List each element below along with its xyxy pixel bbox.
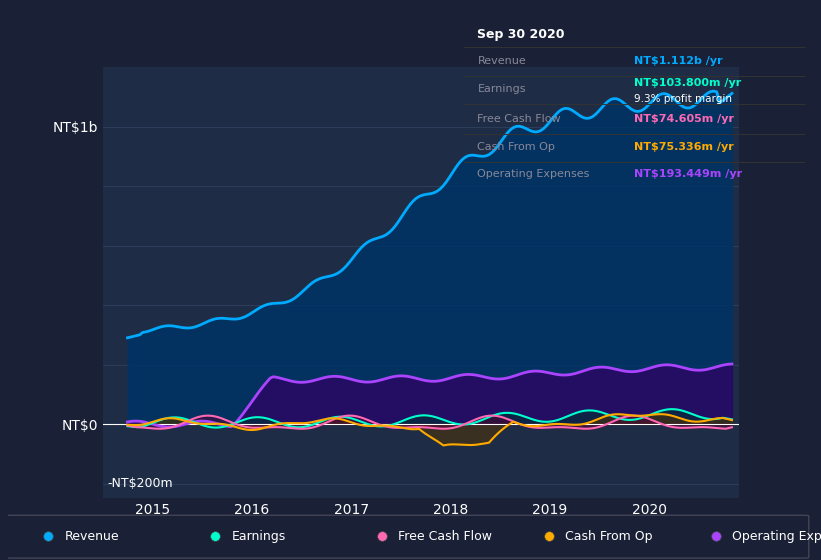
Text: Operating Expenses: Operating Expenses xyxy=(478,169,589,179)
Text: NT$193.449m /yr: NT$193.449m /yr xyxy=(635,169,742,179)
Text: Cash From Op: Cash From Op xyxy=(566,530,653,543)
Text: Earnings: Earnings xyxy=(232,530,286,543)
Text: Revenue: Revenue xyxy=(65,530,119,543)
Text: NT$103.800m /yr: NT$103.800m /yr xyxy=(635,78,741,88)
Text: NT$74.605m /yr: NT$74.605m /yr xyxy=(635,114,734,124)
Text: Sep 30 2020: Sep 30 2020 xyxy=(478,29,565,41)
Text: Revenue: Revenue xyxy=(478,57,526,67)
Text: Cash From Op: Cash From Op xyxy=(478,142,555,152)
Text: Free Cash Flow: Free Cash Flow xyxy=(478,114,561,124)
Text: Earnings: Earnings xyxy=(478,85,526,95)
Text: 9.3% profit margin: 9.3% profit margin xyxy=(635,95,732,104)
Text: NT$75.336m /yr: NT$75.336m /yr xyxy=(635,142,734,152)
Text: Operating Expenses: Operating Expenses xyxy=(732,530,821,543)
Text: -NT$200m: -NT$200m xyxy=(108,477,173,490)
Text: NT$1.112b /yr: NT$1.112b /yr xyxy=(635,57,722,67)
Text: Free Cash Flow: Free Cash Flow xyxy=(398,530,493,543)
